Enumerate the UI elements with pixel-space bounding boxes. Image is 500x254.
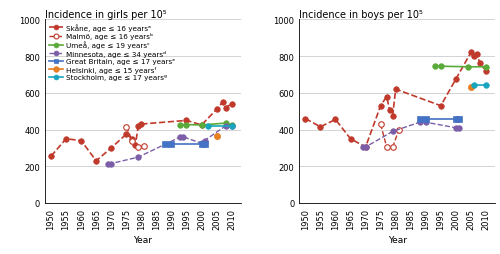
Text: Incidence in girls per 10⁵: Incidence in girls per 10⁵ — [45, 10, 166, 20]
X-axis label: Year: Year — [134, 235, 152, 244]
Text: Incidence in boys per 10⁵: Incidence in boys per 10⁵ — [300, 10, 423, 20]
X-axis label: Year: Year — [388, 235, 406, 244]
Legend: Skåne, age ≤ 16 yearsᵃ, Malmö, age ≤ 16 yearsᵇ, Umeå, age ≤ 19 yearsᶜ, Minnesota: Skåne, age ≤ 16 yearsᵃ, Malmö, age ≤ 16 … — [47, 22, 176, 82]
